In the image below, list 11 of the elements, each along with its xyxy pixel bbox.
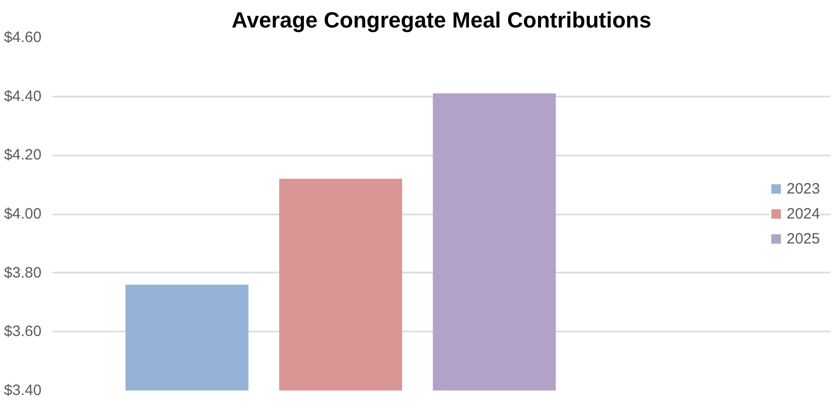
legend-label: 2025 [786, 230, 820, 247]
y-tick-label: $3.60 [4, 323, 42, 340]
y-tick-label: $4.40 [4, 88, 42, 105]
chart-title: Average Congregate Meal Contributions [232, 8, 652, 32]
y-tick-label: $3.40 [4, 382, 42, 399]
legend-label: 2023 [786, 180, 820, 197]
legend-label: 2024 [786, 205, 820, 222]
y-tick-label: $3.80 [4, 264, 42, 282]
y-tick-label: $4.60 [4, 29, 42, 46]
y-tick-label: $4.20 [4, 146, 42, 164]
y-tick-label: $4.00 [4, 206, 42, 222]
